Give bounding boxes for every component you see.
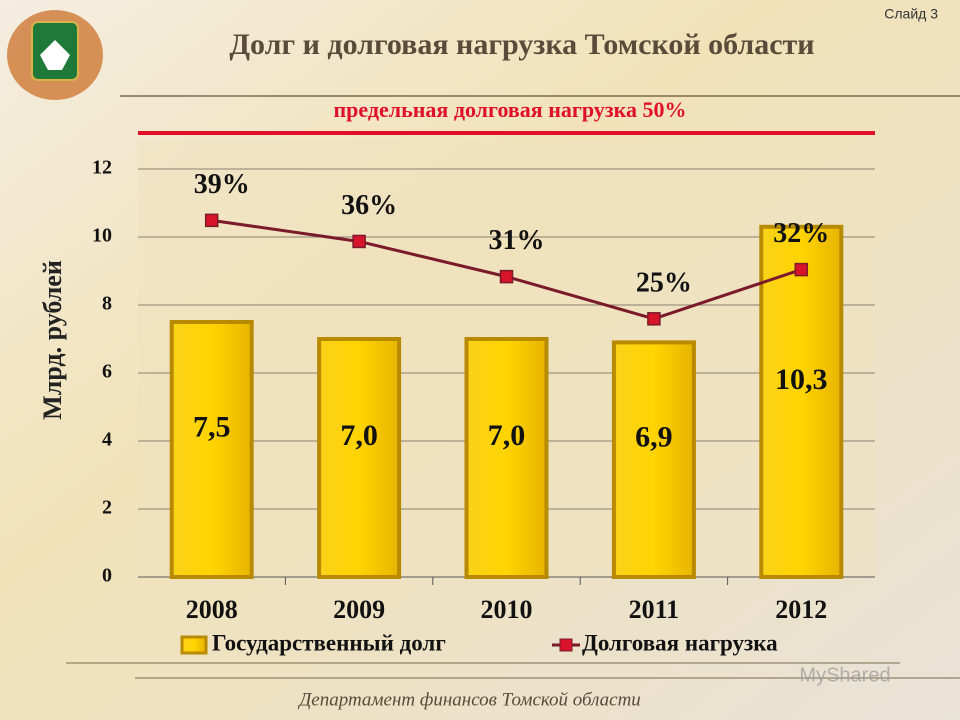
bar-value-label: 6,9: [635, 421, 673, 454]
line-value-label: 36%: [341, 190, 397, 221]
y-tick-label: 0: [102, 565, 112, 587]
bar-value-label: 7,0: [488, 419, 526, 452]
line-marker: [204, 213, 219, 228]
y-tick-label: 8: [102, 293, 112, 315]
y-axis-label: Млрд. рублей: [38, 260, 67, 420]
bar-value-label: 7,0: [340, 419, 378, 452]
subtitle: предельная долговая нагрузка 50%: [334, 97, 687, 122]
line-value-label: 31%: [489, 225, 545, 256]
bar: [464, 337, 549, 579]
bar: [317, 337, 402, 579]
legend-label: Государственный долг: [212, 630, 446, 655]
bar-value-label: 10,3: [775, 363, 828, 396]
x-tick-label: 2009: [333, 595, 385, 624]
x-tick-label: 2011: [629, 595, 680, 624]
legend-label: Долговая нагрузка: [582, 630, 778, 655]
y-tick-label: 2: [102, 497, 112, 519]
slide-label: Слайд 3: [884, 6, 938, 22]
line-value-label: 25%: [636, 267, 692, 298]
emblem: [7, 10, 103, 100]
bar: [169, 320, 254, 579]
y-tick-label: 6: [102, 361, 112, 383]
line-value-label: 32%: [773, 218, 829, 249]
bar-value-label: 7,5: [193, 410, 231, 443]
bar: [611, 340, 696, 579]
title: Долг и долговая нагрузка Томской области: [229, 28, 814, 61]
bar: [759, 224, 844, 580]
legend-swatch: [180, 635, 208, 655]
y-tick-label: 4: [102, 429, 112, 451]
x-tick-label: 2010: [481, 595, 533, 624]
line-value-label: 39%: [194, 169, 250, 200]
line-marker: [647, 312, 661, 326]
line-marker: [499, 269, 514, 284]
footer: Департамент финансов Томской области: [297, 689, 641, 710]
x-tick-label: 2012: [775, 595, 827, 624]
legend-swatch: [559, 638, 573, 652]
y-tick-label: 12: [92, 157, 112, 179]
watermark: MyShared: [799, 664, 890, 686]
line-marker: [352, 234, 366, 249]
line-marker: [794, 262, 809, 277]
y-tick-label: 10: [92, 225, 112, 247]
x-tick-label: 2008: [186, 595, 238, 624]
